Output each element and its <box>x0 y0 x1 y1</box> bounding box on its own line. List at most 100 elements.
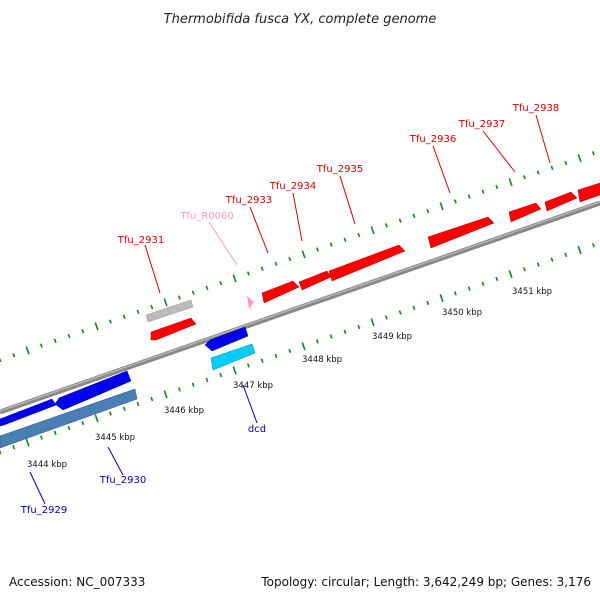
tick-mark <box>426 300 430 306</box>
tick-mark <box>329 242 333 247</box>
scale-label-3446: 3446 kbp <box>164 406 204 416</box>
gene-next-forward[interactable] <box>577 182 600 203</box>
gene-tfu-2933[interactable] <box>261 280 300 304</box>
tick-mark <box>426 208 430 214</box>
tick-mark <box>150 304 154 310</box>
gene-labels: Tfu_2931 Tfu_R0060 Tfu_2933 Tfu_2934 Tfu… <box>20 103 559 516</box>
tick-mark <box>94 322 99 331</box>
gene-tfu-2937[interactable] <box>508 202 542 223</box>
tick-mark <box>260 358 264 363</box>
label-tfu-2933[interactable]: Tfu_2933 <box>225 195 272 206</box>
tick-mark <box>508 178 513 187</box>
gene-dcd[interactable] <box>210 343 256 371</box>
tick-mark <box>177 387 181 392</box>
tick-mark <box>370 318 375 327</box>
tick-mark <box>274 261 278 266</box>
tick-mark <box>219 372 223 378</box>
tick-mark <box>412 213 416 218</box>
tick-mark <box>357 324 361 330</box>
scale-label-3444: 3444 kbp <box>27 460 67 470</box>
tick-mark <box>564 252 568 258</box>
tick-mark <box>439 202 444 211</box>
gene-tfu-r0060[interactable] <box>247 296 254 309</box>
scale-label-3449: 3449 kbp <box>372 332 412 342</box>
gene-tfu-2931[interactable] <box>150 317 197 341</box>
label-tfu-2935[interactable]: Tfu_2935 <box>316 164 363 175</box>
label-tfu-2937[interactable]: Tfu_2937 <box>458 119 505 130</box>
tick-mark <box>205 285 209 291</box>
gene-tfu-2929[interactable] <box>0 398 57 427</box>
gene-tfu-2934[interactable] <box>298 270 332 291</box>
scale-label-3450: 3450 kbp <box>442 308 482 318</box>
tick-mark <box>495 276 499 282</box>
tick-mark <box>564 160 568 166</box>
scale-label-3451: 3451 kbp <box>512 287 552 297</box>
tick-mark <box>343 329 347 334</box>
tick-mark <box>577 246 582 255</box>
tick-mark <box>508 270 513 279</box>
tick-mark <box>398 310 402 315</box>
tick-mark <box>301 250 306 259</box>
label-tfu-2938[interactable]: Tfu_2938 <box>512 103 559 114</box>
tick-mark <box>550 165 554 170</box>
tick-mark <box>232 274 237 283</box>
tick-mark <box>39 343 43 348</box>
tick-mark <box>467 194 471 199</box>
tick-mark <box>205 377 209 383</box>
gene-tfu-2936[interactable] <box>427 216 495 249</box>
tick-mark <box>25 346 30 355</box>
tick-mark <box>495 184 499 190</box>
tick-mark <box>315 339 319 344</box>
tick-mark <box>191 290 195 295</box>
tick-mark <box>536 262 540 267</box>
tick-mark <box>0 357 2 363</box>
tick-mark <box>384 315 388 320</box>
tick-mark <box>163 298 168 307</box>
tick-mark <box>246 363 250 368</box>
genome-backbone <box>0 200 600 415</box>
tick-mark <box>122 406 126 411</box>
scale-label-3448: 3448 kbp <box>302 355 342 365</box>
tick-mark <box>481 281 485 286</box>
tick-mark <box>122 314 126 319</box>
gene-tfu-2938[interactable] <box>544 191 578 212</box>
tick-mark <box>246 271 250 276</box>
tick-mark <box>108 411 112 416</box>
label-dcd[interactable]: dcd <box>248 424 266 435</box>
label-tfu-2931[interactable]: Tfu_2931 <box>117 235 164 246</box>
tick-mark <box>439 294 444 303</box>
forward-strand-features <box>145 182 600 341</box>
tick-mark <box>163 390 168 399</box>
tick-mark <box>536 170 540 175</box>
tick-mark <box>177 295 181 300</box>
scale-label-3445: 3445 kbp <box>95 433 135 443</box>
tick-mark <box>39 435 43 440</box>
label-tfu-2930[interactable]: Tfu_2930 <box>99 475 146 486</box>
label-tfu-2936[interactable]: Tfu_2936 <box>409 134 456 145</box>
tick-mark <box>398 218 402 223</box>
tick-mark <box>12 353 16 358</box>
tick-mark <box>384 223 388 228</box>
label-tfu-r0060[interactable]: Tfu_R0060 <box>179 211 233 222</box>
gene-tfu-2935[interactable] <box>328 244 406 282</box>
gene-tfu-2930[interactable] <box>0 388 138 449</box>
tick-mark <box>343 237 347 242</box>
tick-mark <box>577 154 582 163</box>
gene-tfu-2930-a[interactable] <box>54 370 132 411</box>
tick-mark <box>53 430 57 435</box>
label-tfu-2934[interactable]: Tfu_2934 <box>269 181 316 192</box>
tick-mark <box>0 449 2 455</box>
tick-mark <box>522 175 526 180</box>
genome-summary: Topology: circular; Length: 3,642,249 bp… <box>260 575 591 589</box>
gene-tfu-2931-pseudo[interactable] <box>145 299 194 323</box>
gene-unlabeled-reverse[interactable] <box>204 326 249 352</box>
tick-mark <box>219 280 223 286</box>
tick-mark <box>288 348 292 354</box>
tick-mark <box>591 151 595 156</box>
tick-mark <box>329 334 333 339</box>
label-tfu-2929[interactable]: Tfu_2929 <box>20 505 67 516</box>
tick-mark <box>301 342 306 351</box>
forward-tick-rail <box>0 151 595 363</box>
tick-mark <box>136 309 140 315</box>
